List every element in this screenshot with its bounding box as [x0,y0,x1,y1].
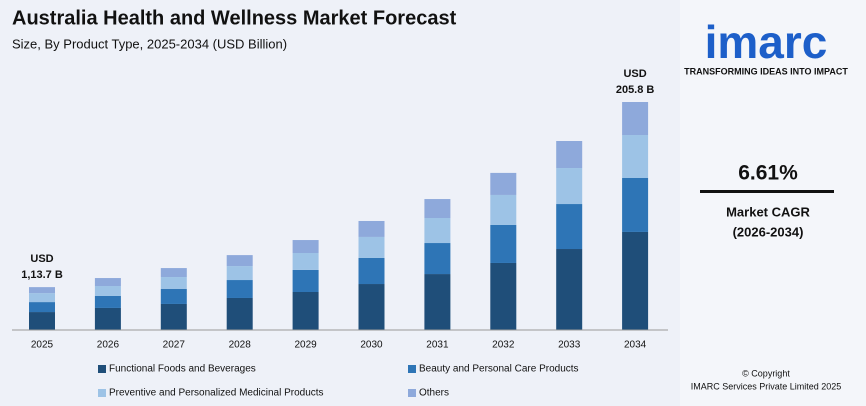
tagline: TRANSFORMING IDEAS INTO IMPACT [684,66,848,76]
bar-segment [490,172,517,195]
bar-segment [424,243,451,275]
x-tick-label: 2028 [229,340,252,351]
bar-segment [358,257,385,285]
x-tick-label: 2025 [31,340,54,351]
sidebar-bg [680,0,866,406]
bar-segment [94,295,121,308]
legend-label: Others [419,388,449,399]
legend-label: Preventive and Personalized Medicinal Pr… [109,388,324,399]
bar-segment [292,240,319,254]
copyright: © Copyright [742,368,790,378]
annotation: USD [623,68,646,80]
bar-segment [160,268,187,278]
bar-segment [94,286,121,296]
bar-segment [622,102,649,136]
bar-segment [160,289,187,304]
company: IMARC Services Private Limited 2025 [691,381,842,391]
bar-segment [622,135,649,178]
bar-segment [29,312,55,330]
x-tick-label: 2029 [294,340,317,351]
bar-segment [424,274,451,330]
legend-label: Functional Foods and Beverages [109,364,256,375]
legend-swatch [408,365,416,373]
bar-segment [29,287,55,294]
bar-segment [556,168,583,205]
bar-segment [490,262,517,330]
x-tick-label: 2034 [624,340,647,351]
chart-subtitle: Size, By Product Type, 2025-2034 (USD Bi… [12,36,287,51]
bar-segment [226,297,253,330]
chart-title: Australia Health and Wellness Market For… [12,7,457,29]
legend-swatch [98,365,106,373]
divider [700,190,834,193]
x-tick-label: 2033 [558,340,581,351]
annotation: 205.8 B [616,84,655,96]
x-tick-label: 2030 [360,340,383,351]
bar-segment [292,269,319,292]
bar-segment [160,303,187,330]
bar-segment [29,293,55,303]
x-tick-label: 2031 [426,340,449,351]
bar-segment [29,302,55,313]
logo: imarc [705,16,828,68]
bar-segment [490,194,517,225]
bar-segment [556,204,583,250]
bar-segment [94,307,121,330]
bar-segment [226,280,253,298]
bar-segment [556,249,583,330]
bar-segment [292,253,319,270]
x-tick-label: 2027 [163,340,186,351]
annotation: USD [30,253,53,265]
bar-segment [358,220,385,237]
bar-segment [490,224,517,263]
legend-swatch [98,389,106,397]
legend-label: Beauty and Personal Care Products [419,364,579,375]
bar-segment [556,140,583,169]
x-tick-label: 2026 [97,340,120,351]
cagr-period: (2026-2034) [733,224,804,239]
legend-swatch [408,389,416,397]
bar-segment [94,278,121,287]
bar-segment [622,231,649,330]
bar-segment [160,277,187,290]
x-tick-label: 2032 [492,340,515,351]
bar-segment [292,292,319,330]
bar-segment [622,178,649,232]
bar-segment [424,199,451,218]
cagr: 6.61% [738,162,798,185]
cagr-label: Market CAGR [726,204,810,219]
bar-segment [424,217,451,244]
bar-segment [358,236,385,258]
bar-segment [226,266,253,281]
bar-segment [358,284,385,330]
annotation: 1,13.7 B [21,269,63,281]
bar-segment [226,255,253,267]
